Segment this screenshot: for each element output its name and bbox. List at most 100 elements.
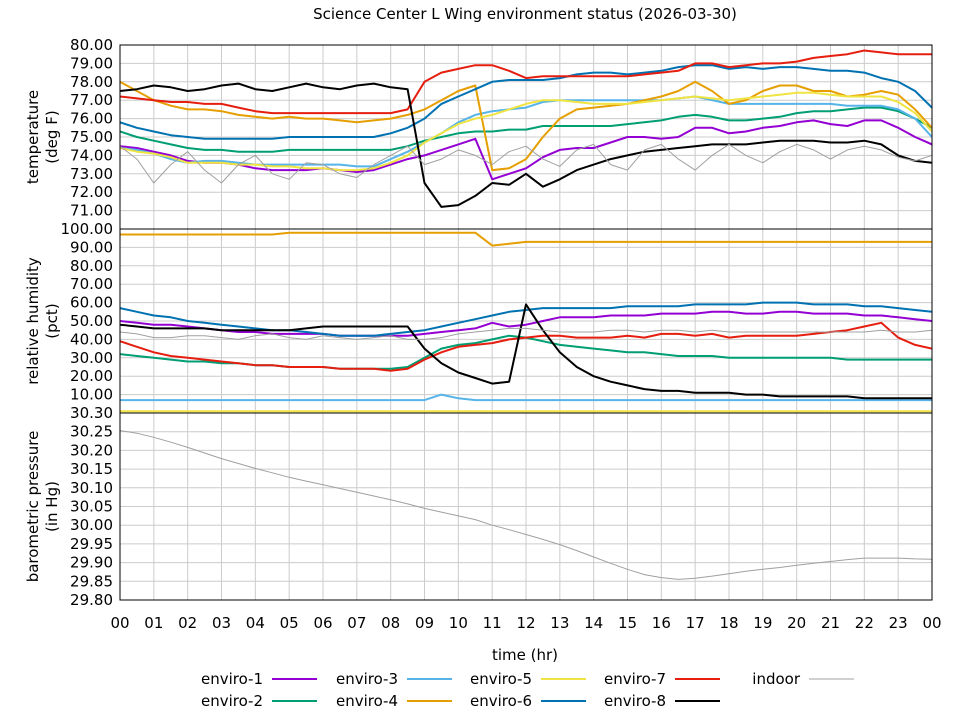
legend-label-enviro-1: enviro-1 [201,670,263,688]
x-tick-label: 00 [922,614,941,632]
y-tick-label: 29.85 [70,572,113,590]
y-tick-label: 30.15 [70,460,113,478]
x-tick-label: 17 [686,614,705,632]
y-tick-label: 60.00 [70,294,113,312]
y-tick-label: 29.90 [70,554,113,572]
series-line-enviro-2 [120,106,932,153]
y-tick-label: 74.00 [70,146,113,164]
panel-barometric-pressure: 29.8029.8529.9029.9530.0030.0530.1030.15… [24,404,933,609]
panel-relative-humidity: 10.0020.0030.0040.0050.0060.0070.0080.00… [24,220,933,414]
legend-label-enviro-3: enviro-3 [336,670,398,688]
legend-label-enviro-8: enviro-8 [604,692,666,710]
series-line-indoor [120,143,932,184]
x-tick-label: 09 [415,614,434,632]
series-line-enviro-3 [120,393,932,402]
y-tick-label: 20.00 [70,367,113,385]
x-axis-ticks: 00 01 02 03 04 05 06 07 08 09 10 11 12 13 14 15 16 17 18 19… [110,614,941,632]
y-tick-label: 29.80 [70,591,113,609]
y-axis-label: relative humidity [24,257,42,385]
x-tick-label: 16 [652,614,671,632]
y-tick-label: 40.00 [70,330,113,348]
series-line-enviro-4 [120,231,932,247]
series-group [120,49,932,208]
plot-frame [119,412,933,601]
y-tick-label: 80.00 [70,36,113,54]
series-line-enviro-8 [120,303,932,400]
series-group [120,231,932,413]
legend-label-enviro-5: enviro-5 [470,670,532,688]
x-axis-label: time (hr) [492,646,558,664]
legend-label-enviro-2: enviro-2 [201,692,263,710]
legend-label-enviro-6: enviro-6 [470,692,532,710]
y-tick-label: 79.00 [70,54,113,72]
legend-label-enviro-7: enviro-7 [604,670,666,688]
x-tick-label: 00 [110,614,129,632]
series-line-enviro-7 [120,321,932,372]
x-tick-label: 22 [855,614,874,632]
series-line-enviro-7 [120,49,932,115]
x-tick-label: 06 [313,614,332,632]
x-tick-label: 23 [889,614,908,632]
y-tick-label: 78.00 [70,73,113,91]
x-tick-label: 21 [821,614,840,632]
x-tick-label: 18 [719,614,738,632]
series-line-enviro-4 [120,80,932,172]
y-tick-label: 10.00 [70,386,113,404]
y-tick-label: 75.00 [70,128,113,146]
y-tick-label: 30.25 [70,423,113,441]
y-tick-label: 72.00 [70,183,113,201]
y-tick-label: 30.10 [70,479,113,497]
y-tick-label: 30.20 [70,441,113,459]
series-line-enviro-6 [120,64,932,140]
y-tick-label: 76.00 [70,110,113,128]
y-tick-label: 77.00 [70,91,113,109]
legend-label-enviro-4: enviro-4 [336,692,398,710]
series-line-enviro-5 [120,91,932,172]
y-tick-label: 30.30 [70,404,113,422]
series-line-enviro-6 [120,301,932,337]
x-tick-label: 15 [618,614,637,632]
chart-title: Science Center L Wing environment status… [313,5,737,23]
x-tick-label: 04 [246,614,265,632]
y-tick-label: 29.95 [70,535,113,553]
x-tick-label: 02 [178,614,197,632]
y-tick-label: 80.00 [70,257,113,275]
x-tick-label: 20 [787,614,806,632]
x-tick-label: 10 [449,614,468,632]
y-tick-label: 90.00 [70,238,113,256]
y-tick-label: 71.00 [70,202,113,220]
y-axis-label: (in Hg) [43,481,61,532]
y-axis-label: (deg F) [43,110,61,163]
series-line-indoor [120,430,932,580]
x-tick-label: 01 [144,614,163,632]
x-tick-label: 05 [280,614,299,632]
y-tick-label: 30.05 [70,498,113,516]
panel-temperature: 71.0072.0073.0074.0075.0076.0077.0078.00… [24,36,933,230]
series-line-enviro-1 [120,310,932,337]
y-tick-label: 30.00 [70,349,113,367]
series-line-indoor [120,327,932,340]
y-axis-label: (pct) [43,303,61,338]
y-axis-label: barometric pressure [24,431,42,583]
y-tick-label: 30.00 [70,516,113,534]
y-tick-label: 70.00 [70,275,113,293]
y-tick-label: 73.00 [70,165,113,183]
x-tick-label: 19 [753,614,772,632]
plot-panels: 71.0072.0073.0074.0075.0076.0077.0078.00… [24,36,933,609]
series-line-enviro-8 [120,82,932,208]
y-tick-label: 100.00 [61,220,114,238]
series-group [120,430,932,580]
legend-label-indoor: indoor [752,670,801,688]
series-line-enviro-1 [120,119,932,181]
legend: enviro-1 enviro-2 enviro-3 enviro-4 enviro-5… [201,670,854,710]
x-tick-label: 14 [584,614,603,632]
x-tick-label: 12 [516,614,535,632]
x-tick-label: 11 [483,614,502,632]
x-tick-label: 07 [347,614,366,632]
y-tick-label: 50.00 [70,312,113,330]
y-axis-label: temperature [24,90,42,184]
x-tick-label: 08 [381,614,400,632]
x-tick-label: 13 [550,614,569,632]
x-tick-label: 03 [212,614,231,632]
